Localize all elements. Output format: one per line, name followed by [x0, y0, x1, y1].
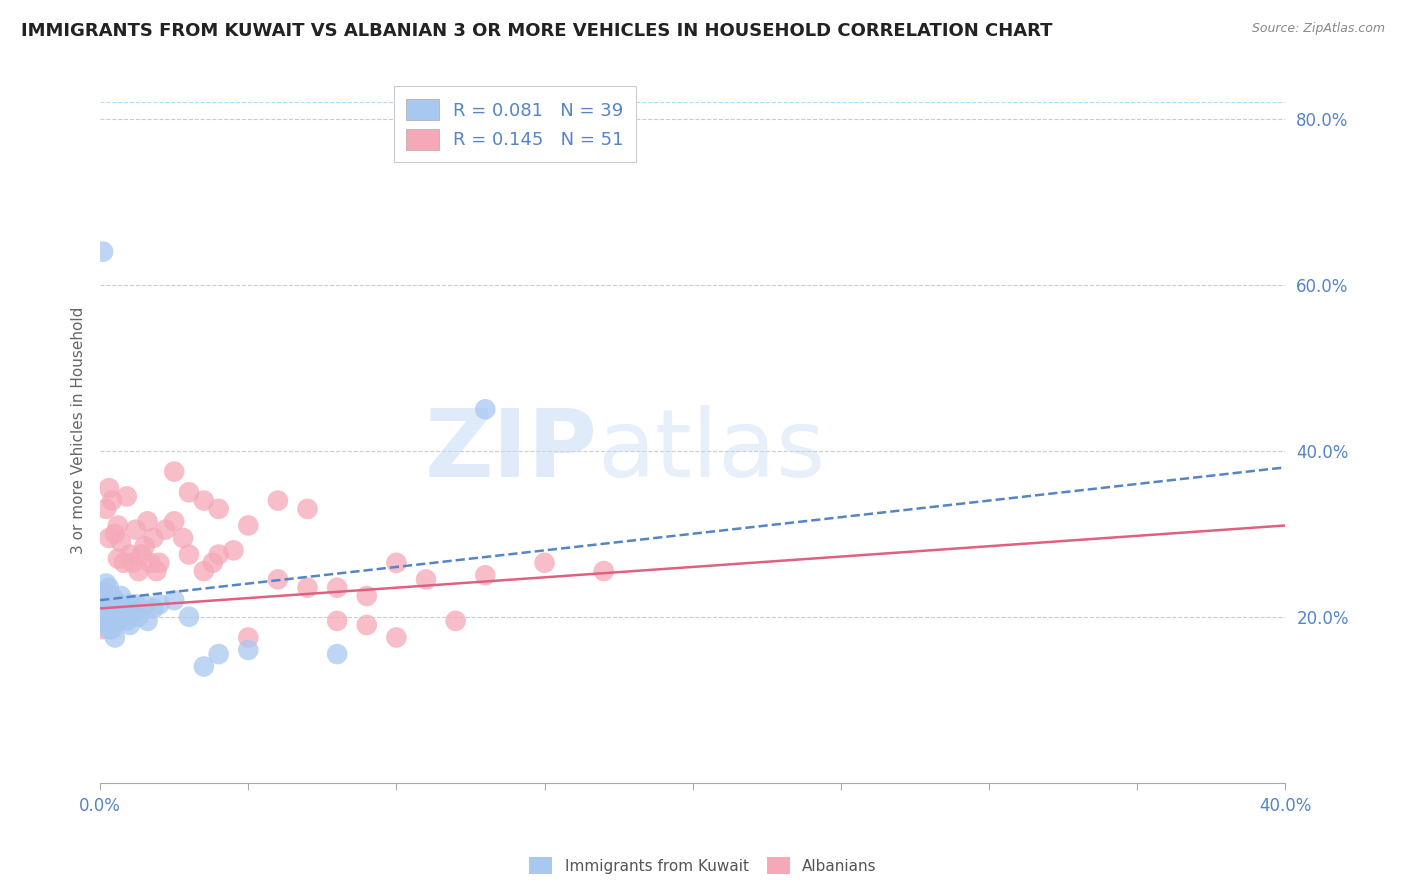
- Point: [110, 609, 132, 624]
- Point: [193, 659, 215, 673]
- Point: [94, 576, 117, 591]
- Point: [98, 622, 121, 636]
- Point: [193, 564, 215, 578]
- Point: [128, 609, 150, 624]
- Point: [474, 402, 496, 417]
- Y-axis label: 3 or more Vehicles in Household: 3 or more Vehicles in Household: [72, 306, 86, 554]
- Point: [101, 589, 124, 603]
- Point: [115, 614, 138, 628]
- Point: [134, 597, 156, 611]
- Point: [385, 631, 408, 645]
- Point: [101, 606, 124, 620]
- Point: [238, 643, 260, 657]
- Point: [104, 593, 127, 607]
- Point: [94, 614, 117, 628]
- Point: [326, 581, 349, 595]
- Point: [121, 556, 143, 570]
- Point: [118, 597, 141, 611]
- Point: [98, 597, 121, 611]
- Point: [134, 539, 156, 553]
- Point: [177, 548, 200, 562]
- Point: [297, 581, 319, 595]
- Point: [474, 568, 496, 582]
- Point: [91, 244, 114, 259]
- Point: [104, 526, 127, 541]
- Point: [104, 609, 127, 624]
- Text: Source: ZipAtlas.com: Source: ZipAtlas.com: [1251, 22, 1385, 36]
- Point: [107, 614, 129, 628]
- Point: [131, 548, 153, 562]
- Point: [110, 535, 132, 549]
- Point: [415, 573, 437, 587]
- Point: [356, 589, 378, 603]
- Point: [142, 531, 165, 545]
- Point: [121, 606, 143, 620]
- Point: [118, 618, 141, 632]
- Point: [297, 501, 319, 516]
- Point: [326, 647, 349, 661]
- Point: [222, 543, 245, 558]
- Point: [267, 573, 290, 587]
- Point: [142, 601, 165, 615]
- Point: [112, 601, 135, 615]
- Point: [125, 597, 148, 611]
- Point: [163, 465, 186, 479]
- Point: [155, 523, 177, 537]
- Point: [193, 493, 215, 508]
- Point: [356, 618, 378, 632]
- Point: [326, 614, 349, 628]
- Point: [98, 481, 121, 495]
- Point: [592, 564, 614, 578]
- Point: [139, 556, 162, 570]
- Point: [208, 647, 231, 661]
- Text: IMMIGRANTS FROM KUWAIT VS ALBANIAN 3 OR MORE VEHICLES IN HOUSEHOLD CORRELATION C: IMMIGRANTS FROM KUWAIT VS ALBANIAN 3 OR …: [21, 22, 1053, 40]
- Point: [533, 556, 555, 570]
- Point: [201, 556, 224, 570]
- Point: [110, 589, 132, 603]
- Point: [136, 614, 159, 628]
- Point: [128, 564, 150, 578]
- Point: [385, 556, 408, 570]
- Text: ZIP: ZIP: [425, 405, 598, 497]
- Point: [208, 548, 231, 562]
- Point: [115, 490, 138, 504]
- Point: [107, 597, 129, 611]
- Point: [107, 518, 129, 533]
- Point: [118, 548, 141, 562]
- Point: [101, 622, 124, 636]
- Point: [136, 514, 159, 528]
- Point: [267, 493, 290, 508]
- Legend: R = 0.081   N = 39, R = 0.145   N = 51: R = 0.081 N = 39, R = 0.145 N = 51: [394, 87, 637, 162]
- Point: [444, 614, 467, 628]
- Point: [104, 631, 127, 645]
- Point: [177, 485, 200, 500]
- Point: [148, 597, 170, 611]
- Point: [163, 514, 186, 528]
- Point: [163, 593, 186, 607]
- Point: [101, 493, 124, 508]
- Point: [107, 551, 129, 566]
- Point: [172, 531, 194, 545]
- Point: [91, 614, 114, 628]
- Point: [91, 585, 114, 599]
- Point: [125, 523, 148, 537]
- Point: [98, 606, 121, 620]
- Point: [98, 581, 121, 595]
- Point: [94, 501, 117, 516]
- Point: [208, 501, 231, 516]
- Point: [91, 622, 114, 636]
- Point: [145, 564, 167, 578]
- Point: [177, 609, 200, 624]
- Point: [112, 556, 135, 570]
- Point: [238, 631, 260, 645]
- Legend: Immigrants from Kuwait, Albanians: Immigrants from Kuwait, Albanians: [523, 851, 883, 880]
- Point: [238, 518, 260, 533]
- Text: atlas: atlas: [598, 405, 827, 497]
- Point: [148, 556, 170, 570]
- Point: [94, 589, 117, 603]
- Point: [94, 601, 117, 615]
- Point: [98, 531, 121, 545]
